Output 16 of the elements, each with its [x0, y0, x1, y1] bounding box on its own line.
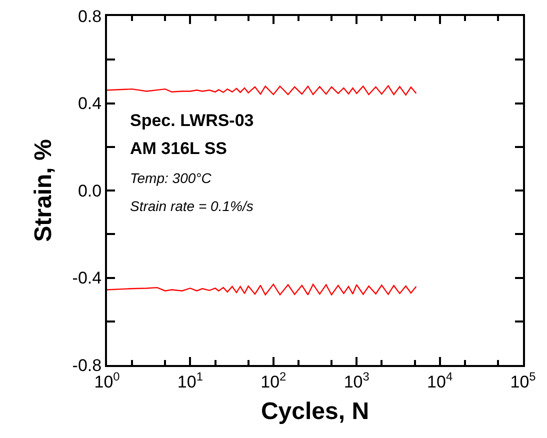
y-tick-label: -0.4	[72, 268, 102, 288]
annotation: Temp: 300°C	[130, 170, 212, 186]
x-tick-label: 10$^{1}$	[177, 369, 204, 392]
x-tick-label: 10$^{2}$	[260, 369, 287, 392]
x-tick-label: 10$^{3}$	[344, 369, 370, 392]
annotation: Strain rate = 0.1%/s	[130, 198, 254, 214]
x-tick-label: 10$^{4}$	[427, 369, 453, 392]
y-tick-label: 0.4	[78, 94, 102, 114]
y-tick-label: -0.8	[72, 356, 102, 375]
x-axis-title: Cycles, N	[260, 398, 370, 426]
y-tick-label: 0.8	[78, 6, 102, 26]
annotation: Spec. LWRS-03	[130, 111, 254, 130]
x-tick-label: 10$^{5}$	[510, 369, 536, 392]
y-axis-title: Strain, %	[30, 139, 57, 242]
y-tick-label: 0.0	[78, 181, 102, 200]
annotation: AM 316L SS	[130, 139, 228, 158]
